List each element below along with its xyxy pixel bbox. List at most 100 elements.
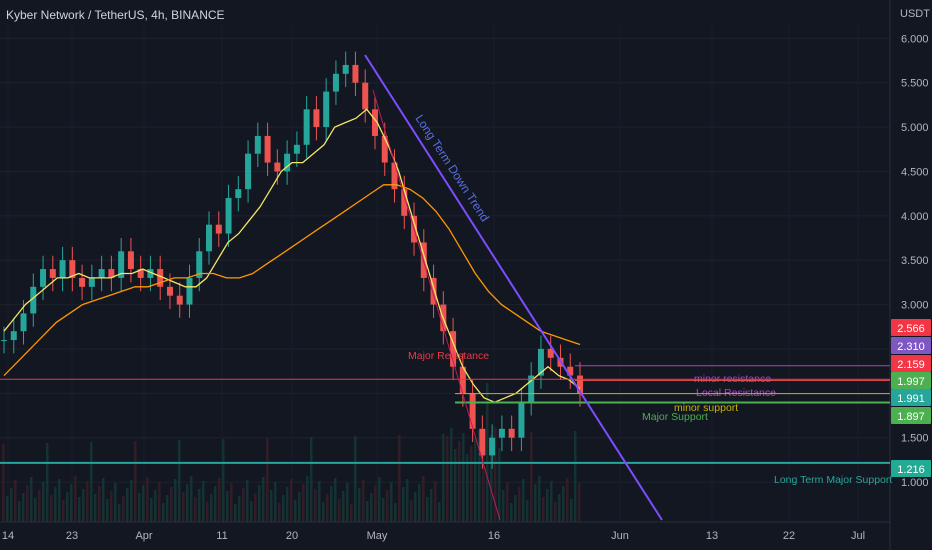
volume-bar <box>206 502 209 522</box>
volume-bar <box>354 436 357 522</box>
candle-body <box>284 153 291 172</box>
volume-bar <box>442 434 445 522</box>
volume-bar <box>130 480 133 522</box>
volume-bar <box>178 440 181 522</box>
price-badge <box>891 372 931 389</box>
y-tick-label: 6.000 <box>901 33 929 45</box>
candle-body <box>1 340 7 342</box>
candle-body <box>459 366 466 394</box>
volume-bar <box>158 482 161 522</box>
volume-bar <box>310 437 313 522</box>
volume-bar <box>38 490 41 522</box>
volume-bar <box>154 490 157 522</box>
level-label: Major Resistance <box>408 350 489 362</box>
volume-bar <box>558 494 561 522</box>
volume-bar <box>426 497 429 522</box>
volume-bar <box>522 479 525 522</box>
volume-bar <box>338 499 341 522</box>
volume-bar <box>498 448 501 522</box>
volume-bar <box>22 493 25 522</box>
candle-body <box>293 144 300 154</box>
volume-bar <box>118 504 121 522</box>
volume-bar <box>30 477 33 522</box>
x-tick-label: 20 <box>286 530 298 542</box>
volume-bar <box>490 435 493 522</box>
x-tick-label: May <box>367 530 388 542</box>
volume-bar <box>486 383 489 522</box>
candle-body <box>215 224 222 234</box>
candle-body <box>235 189 242 199</box>
candle-body <box>381 135 388 163</box>
volume-bar <box>10 488 13 522</box>
volume-bar <box>574 431 577 522</box>
price-badge-label: 1.897 <box>897 411 925 423</box>
long-term-downtrend-line <box>364 54 663 521</box>
y-tick-label: 1.000 <box>901 477 929 489</box>
x-tick-label: Jul <box>851 530 865 542</box>
volume-bar <box>334 478 337 522</box>
volume-bar <box>570 499 573 522</box>
volume-bar <box>478 430 481 522</box>
volume-bar <box>78 497 81 522</box>
candle-body <box>147 269 154 278</box>
volume-bar <box>138 493 141 522</box>
candle-body <box>342 64 349 74</box>
x-tick-label: Apr <box>135 530 152 542</box>
volume-bar <box>330 486 333 522</box>
volume-bar <box>94 494 97 522</box>
long-moving-average-line <box>3 184 581 377</box>
volume-bar <box>342 491 345 522</box>
volume-bar <box>198 489 201 522</box>
volume-bar <box>86 481 89 522</box>
volume-bar <box>126 488 129 522</box>
volume-bar <box>210 494 213 522</box>
volume-bar <box>550 481 553 522</box>
price-badge <box>891 355 931 372</box>
candle-body <box>10 331 17 341</box>
x-tick-label: 14 <box>2 530 14 542</box>
volume-bar <box>542 497 545 522</box>
candle-body <box>391 162 398 190</box>
volume-bar <box>58 479 61 522</box>
x-tick-label: 11 <box>216 530 227 542</box>
volume-bar <box>254 493 257 522</box>
volume-bar <box>14 480 17 522</box>
candle-body <box>166 286 173 296</box>
volume-bar <box>262 477 265 522</box>
candle-body <box>450 331 457 367</box>
candle-body <box>323 91 330 128</box>
y-tick-label: 3.500 <box>901 255 929 267</box>
volume-bar <box>214 486 217 522</box>
candle-body <box>577 375 583 394</box>
volume-bar <box>434 481 437 522</box>
volume-bar <box>282 495 285 522</box>
candle-body <box>264 135 271 163</box>
candle-body <box>69 260 76 278</box>
y-tick-label: 5.500 <box>901 78 929 90</box>
volume-bar <box>70 484 73 522</box>
level-label: minor support <box>674 402 738 414</box>
candle-body <box>176 295 183 305</box>
candle-body <box>303 109 310 145</box>
price-badge <box>891 337 931 354</box>
x-tick-label: 22 <box>783 530 795 542</box>
volume-bar <box>366 501 369 522</box>
candle-body <box>508 428 515 438</box>
candle-body <box>371 109 378 136</box>
chart-title: Kyber Network / TetherUS, 4h, BINANCE <box>6 8 225 22</box>
y-tick-label: 4.500 <box>901 166 929 178</box>
volume-bar <box>430 489 433 522</box>
volume-bar <box>146 477 149 522</box>
volume-bar <box>134 441 137 522</box>
volume-bar <box>322 502 325 522</box>
volume-bar <box>530 432 533 522</box>
volume-bar <box>370 493 373 522</box>
volume-bar <box>482 451 485 522</box>
volume-bar <box>258 485 261 522</box>
volume-bar <box>270 490 273 522</box>
volume-bar <box>242 488 245 522</box>
volume-bar <box>362 480 365 522</box>
volume-bar <box>278 503 281 522</box>
volume-bar <box>62 500 65 522</box>
